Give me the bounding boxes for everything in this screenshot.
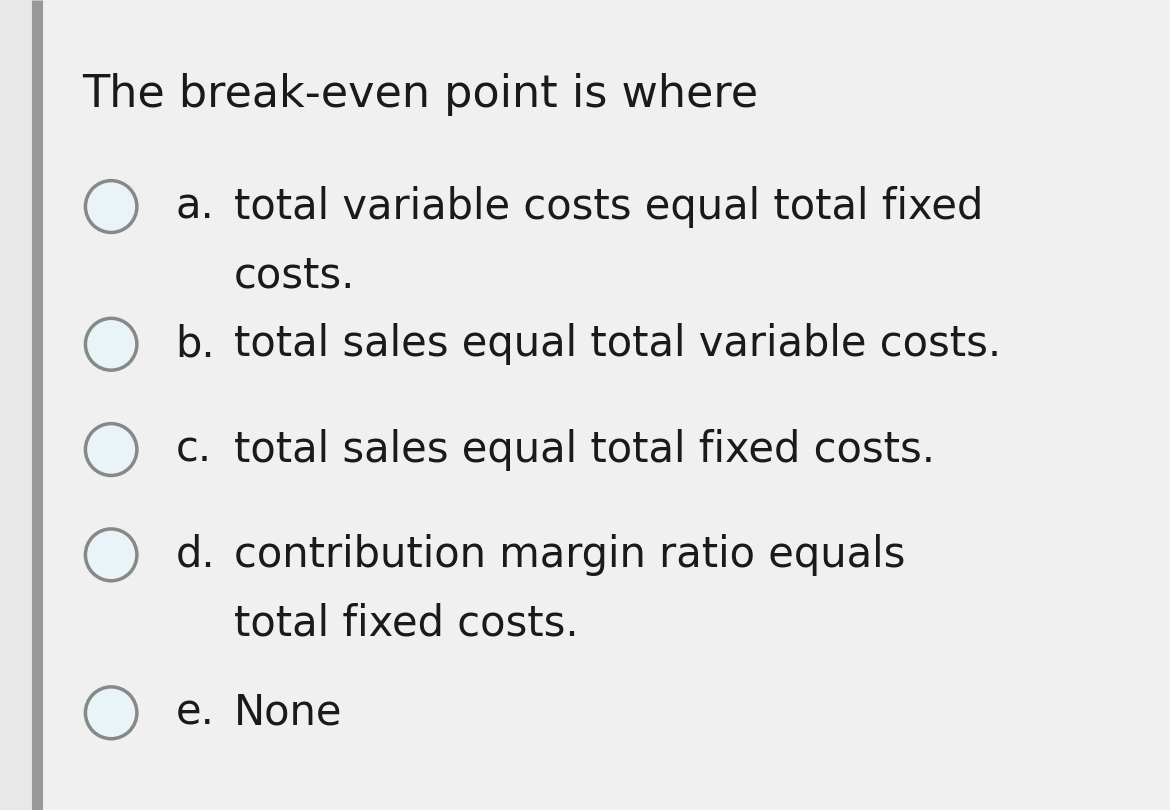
Text: total variable costs equal total fixed: total variable costs equal total fixed (234, 185, 983, 228)
Ellipse shape (85, 529, 137, 581)
Ellipse shape (85, 181, 137, 232)
Text: total sales equal total variable costs.: total sales equal total variable costs. (234, 323, 1002, 365)
Ellipse shape (85, 424, 137, 475)
Text: c.: c. (176, 428, 212, 471)
Text: total sales equal total fixed costs.: total sales equal total fixed costs. (234, 428, 935, 471)
Text: The break-even point is where: The break-even point is where (82, 73, 758, 116)
Ellipse shape (85, 318, 137, 370)
Text: e.: e. (176, 692, 214, 734)
Text: b.: b. (176, 323, 215, 365)
Text: a.: a. (176, 185, 214, 228)
Text: d.: d. (176, 534, 215, 576)
Ellipse shape (85, 687, 137, 739)
Text: None: None (234, 692, 343, 734)
Text: contribution margin ratio equals: contribution margin ratio equals (234, 534, 906, 576)
Text: costs.: costs. (234, 254, 356, 296)
Text: total fixed costs.: total fixed costs. (234, 603, 579, 645)
